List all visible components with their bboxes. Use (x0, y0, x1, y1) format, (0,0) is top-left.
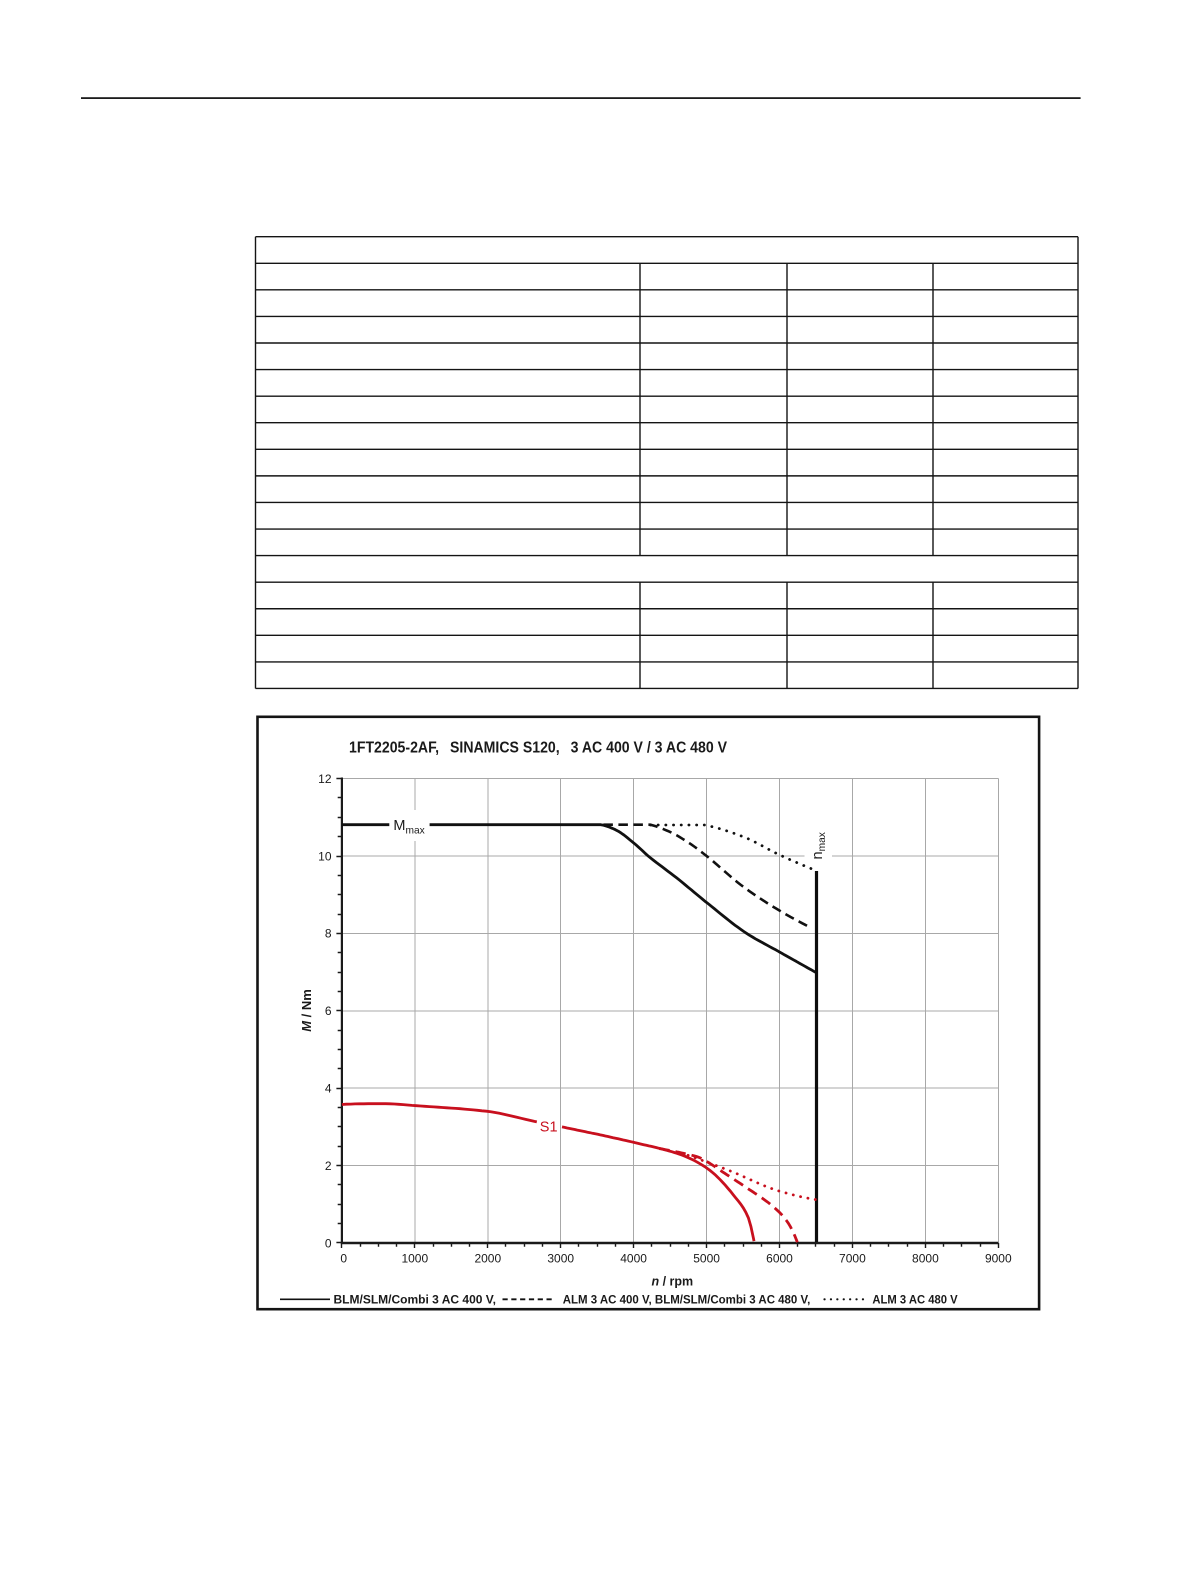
svg-text:3000: 3000 (547, 1252, 574, 1266)
svg-text:S1: S1 (540, 1120, 558, 1136)
svg-text:10: 10 (318, 849, 332, 863)
svg-text:1FT2205-2AF, SINAMICS S120,: 1FT2205-2AF, SINAMICS S120, 3 AC 400 V /… (349, 739, 727, 756)
svg-text:n / rpm: n / rpm (652, 1275, 694, 1289)
svg-text:0: 0 (340, 1252, 347, 1266)
svg-text:2: 2 (325, 1159, 332, 1173)
svg-text:BLM/SLM/Combi 3 AC 400 V,: BLM/SLM/Combi 3 AC 400 V, (334, 1292, 497, 1306)
svg-text:4000: 4000 (620, 1252, 647, 1266)
svg-text:5000: 5000 (693, 1252, 720, 1266)
svg-text:8000: 8000 (912, 1252, 939, 1266)
svg-text:9000: 9000 (985, 1252, 1012, 1266)
svg-text:ALM 3 AC 400 V, BLM/SLM/Combi: ALM 3 AC 400 V, BLM/SLM/Combi 3 AC 480 V… (563, 1292, 811, 1306)
svg-text:6: 6 (325, 1004, 332, 1018)
svg-text:12: 12 (318, 772, 332, 786)
svg-text:M / Nm: M / Nm (299, 989, 314, 1032)
svg-text:2000: 2000 (474, 1252, 501, 1266)
svg-text:6000: 6000 (766, 1252, 793, 1266)
svg-text:8: 8 (325, 927, 332, 941)
svg-text:7000: 7000 (839, 1252, 866, 1266)
svg-text:ALM 3 AC 480 V: ALM 3 AC 480 V (872, 1292, 958, 1306)
svg-text:4: 4 (325, 1082, 332, 1096)
svg-text:1000: 1000 (401, 1252, 428, 1266)
svg-text:0: 0 (325, 1236, 332, 1250)
